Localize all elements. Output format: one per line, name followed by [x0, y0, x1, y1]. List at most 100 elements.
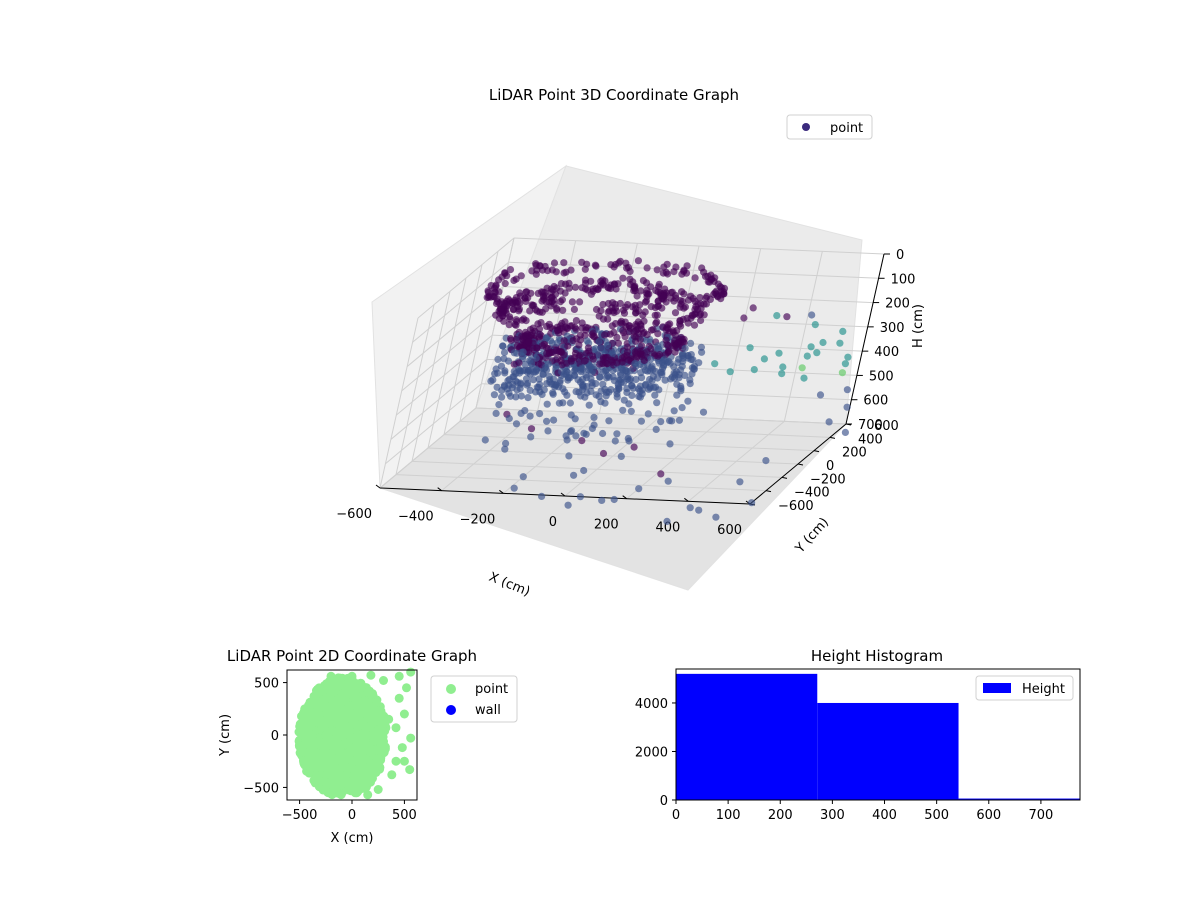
- lidar-point: [580, 357, 589, 365]
- histogram-bar: [817, 702, 959, 800]
- lidar-point: [599, 300, 607, 309]
- lidar-point: [695, 506, 703, 514]
- point-2d: [384, 714, 394, 724]
- y-tick-label: 200: [842, 446, 867, 461]
- point-2d: [319, 753, 329, 763]
- point-2d: [323, 693, 333, 703]
- lidar-point: [553, 304, 561, 313]
- lidar-point: [643, 279, 651, 287]
- lidar-point: [588, 379, 596, 387]
- point-2d: [346, 746, 356, 756]
- lidar-point: [512, 316, 520, 324]
- z-tick-label: 300: [880, 321, 905, 336]
- lidar-point: [551, 383, 559, 391]
- point-2d: [394, 693, 404, 703]
- point-2d: [366, 719, 376, 729]
- lidar-point: [617, 452, 625, 460]
- chart-3d-legend-marker: [802, 123, 810, 131]
- chart-2d-points: [294, 667, 416, 800]
- lidar-point: [592, 391, 600, 399]
- lidar-point: [526, 386, 534, 394]
- lidar-point: [711, 360, 719, 368]
- lidar-point: [514, 378, 522, 387]
- grid-line: [395, 304, 435, 475]
- x-tick-label: −500: [282, 808, 318, 823]
- lidar-point: [505, 375, 513, 384]
- lidar-point: [561, 388, 569, 396]
- point-2d: [346, 689, 356, 699]
- lidar-point: [520, 315, 528, 323]
- lidar-point: [523, 381, 531, 389]
- lidar-point: [483, 293, 491, 301]
- lidar-point: [843, 403, 851, 411]
- lidar-point: [568, 298, 577, 306]
- point-2d: [295, 719, 305, 729]
- point-2d: [361, 754, 371, 764]
- lidar-point: [492, 409, 500, 417]
- lidar-point: [542, 363, 550, 371]
- lidar-point: [498, 393, 506, 401]
- x-tick-label: 700: [1028, 808, 1053, 823]
- lidar-point: [720, 288, 728, 296]
- lidar-point: [669, 342, 677, 350]
- lidar-point: [505, 414, 513, 423]
- lidar-point: [590, 413, 598, 421]
- y-tick-label: 4000: [635, 697, 668, 712]
- z-axis-line: [845, 253, 885, 425]
- lidar-point: [657, 470, 665, 478]
- lidar-point: [529, 324, 537, 332]
- lidar-point: [647, 355, 655, 363]
- point-2d: [397, 743, 407, 753]
- lidar-point: [512, 420, 521, 428]
- grid-line: [427, 277, 467, 449]
- chart-hist-frame: [675, 668, 1081, 801]
- lidar-point: [524, 394, 532, 402]
- lidar-point: [604, 283, 612, 291]
- lidar-point: [808, 311, 816, 319]
- x-tick-label: 600: [717, 523, 742, 538]
- lidar-point: [558, 368, 566, 376]
- lidar-point: [712, 513, 720, 521]
- point-2d: [391, 723, 401, 733]
- lidar-point: [643, 348, 651, 356]
- lidar-point: [702, 294, 710, 302]
- lidar-point: [549, 375, 558, 383]
- lidar-point: [636, 335, 644, 344]
- chart-hist-ticks: 0 100 200 300 400 500 600 700 0 2000 4000: [635, 697, 1053, 823]
- lidar-point: [557, 357, 565, 365]
- lidar-point: [596, 373, 604, 381]
- lidar-point: [811, 321, 819, 329]
- x-tick-label: −400: [398, 510, 434, 525]
- lidar-point: [798, 364, 806, 372]
- x-tick-label: 300: [820, 808, 845, 823]
- lidar-point: [636, 382, 645, 390]
- chart-2d-ylabel: Y (cm): [218, 714, 233, 757]
- point-2d: [360, 744, 369, 753]
- chart-2d-legend-wall-label: wall: [475, 703, 501, 718]
- lidar-point: [678, 270, 686, 278]
- lidar-point: [750, 366, 758, 374]
- lidar-point: [636, 320, 645, 328]
- chart-3d-points: [481, 257, 852, 526]
- lidar-point: [625, 400, 633, 408]
- lidar-point: [663, 260, 671, 268]
- point-2d: [309, 736, 319, 746]
- point-2d: [346, 701, 355, 711]
- lidar-point: [652, 425, 660, 433]
- lidar-point: [653, 311, 661, 319]
- y-tick-label: −500: [243, 781, 279, 796]
- lidar-point: [663, 517, 671, 526]
- lidar-point: [538, 492, 546, 500]
- z-tick-label: 100: [891, 272, 916, 287]
- lidar-point: [684, 397, 692, 405]
- grid-line: [513, 237, 885, 255]
- lidar-point: [497, 304, 505, 312]
- lidar-point: [494, 355, 502, 363]
- lidar-point: [658, 304, 666, 312]
- lidar-point: [542, 305, 550, 313]
- lidar-point: [635, 485, 643, 493]
- lidar-point: [598, 496, 606, 504]
- lidar-point: [606, 330, 614, 338]
- point-2d: [374, 706, 383, 716]
- lidar-point: [762, 457, 770, 465]
